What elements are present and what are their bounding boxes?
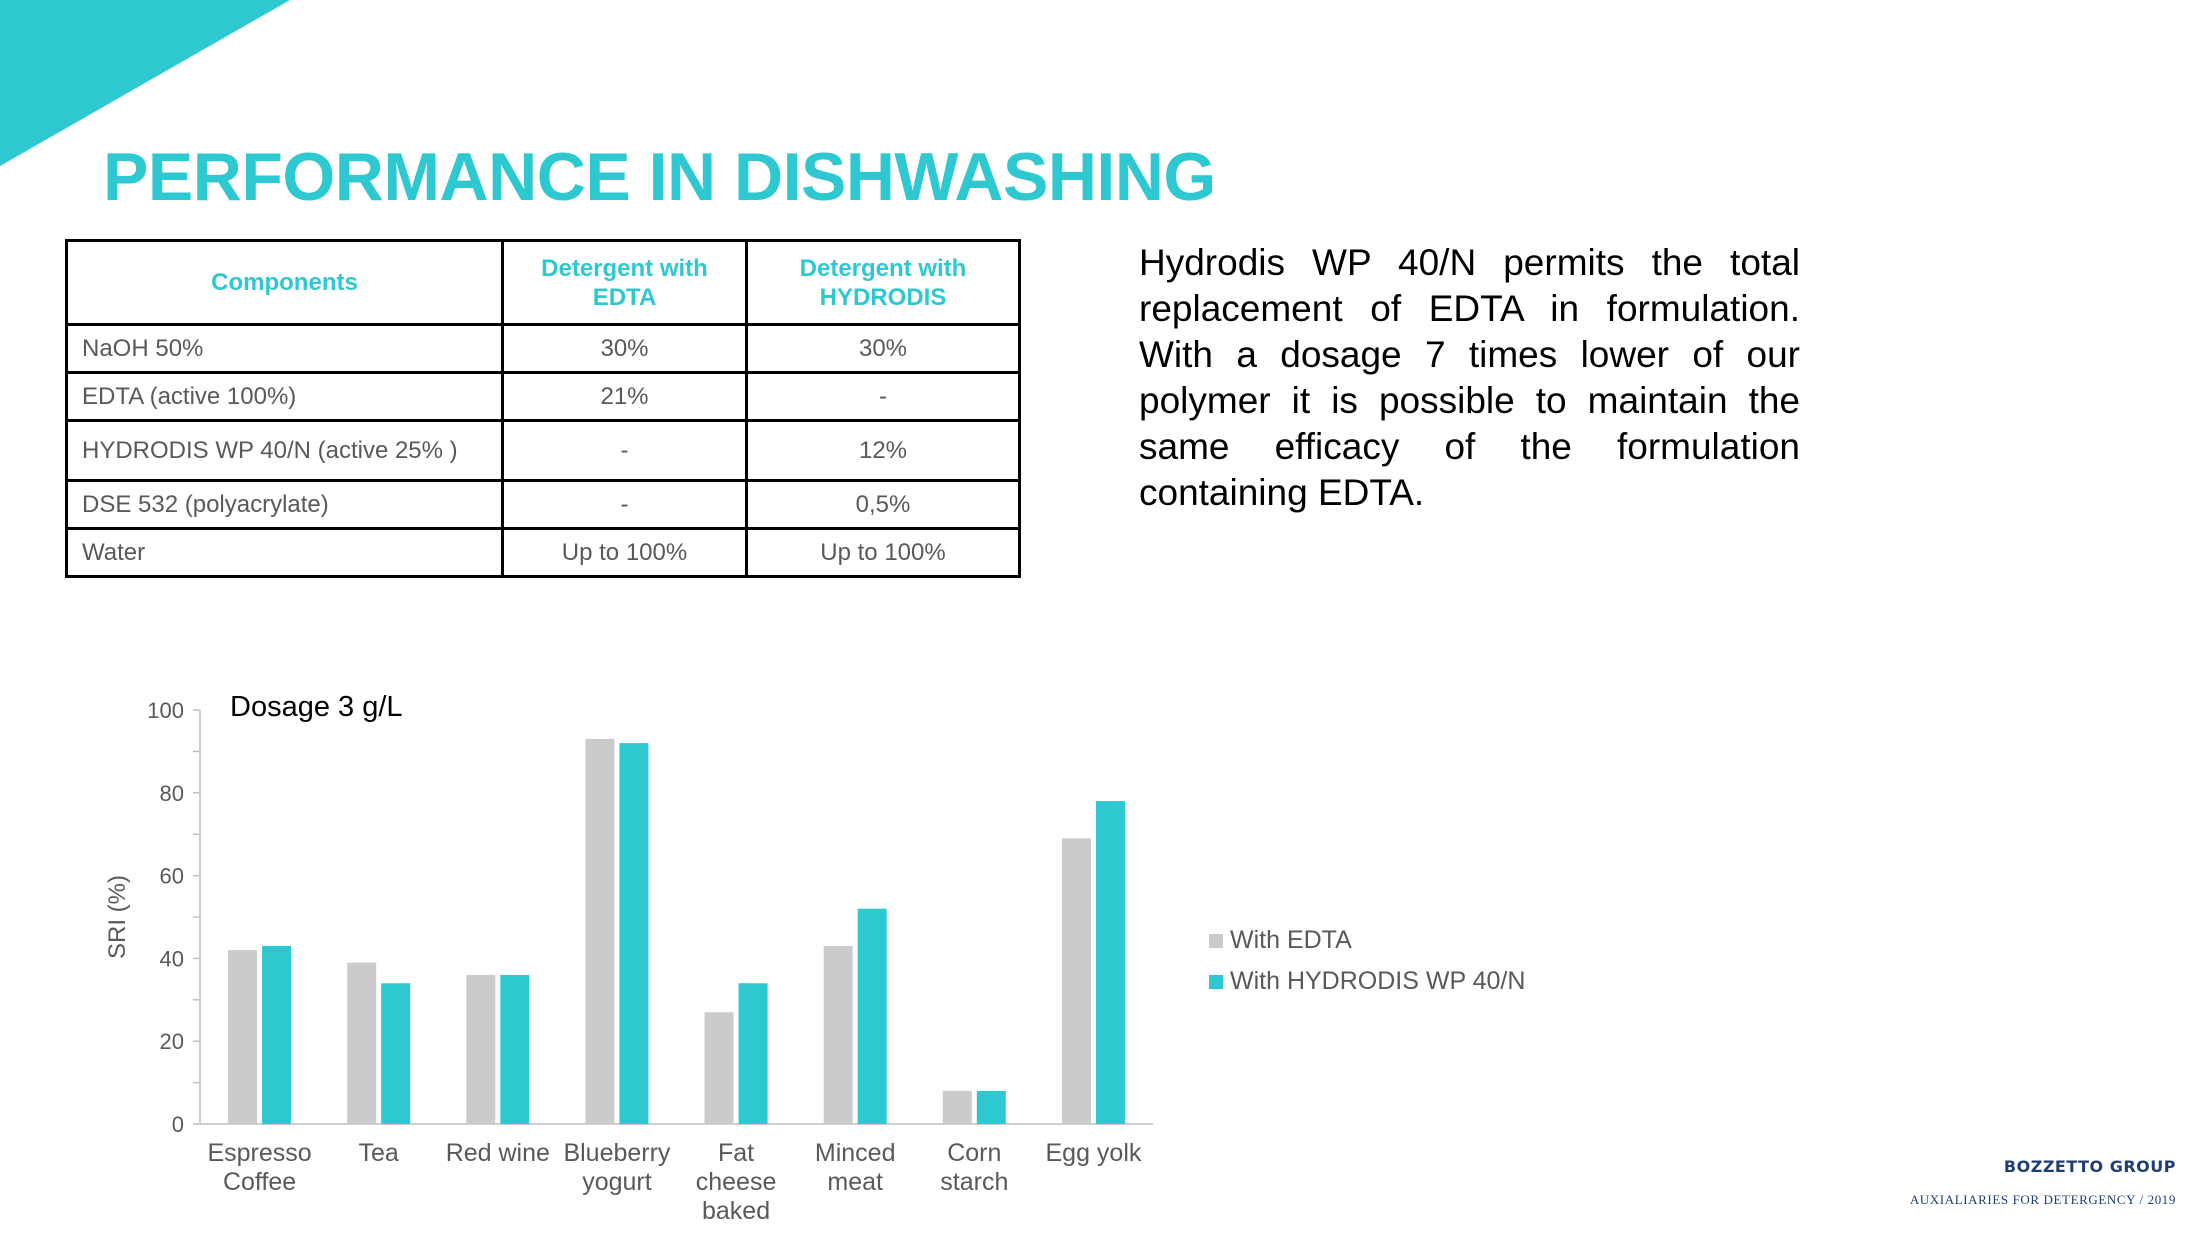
legend-label-hydrodis: With HYDRODIS WP 40/N: [1230, 967, 1526, 995]
x-tick-label: Egg yolk: [1045, 1139, 1141, 1167]
y-tick-label: 60: [160, 864, 184, 889]
page-title: PERFORMANCE IN DISHWASHING: [103, 139, 1216, 215]
bar-with-hydrodis: [381, 983, 411, 1124]
table-cell-hydrodis: 30%: [745, 323, 1021, 374]
x-tick-label: Red wine: [446, 1139, 550, 1167]
legend-label-edta: With EDTA: [1230, 926, 1352, 954]
bar-with-edta: [347, 962, 377, 1124]
table-cell-hydrodis: -: [745, 371, 1021, 422]
y-tick-label: 0: [172, 1112, 184, 1137]
bar-with-edta: [228, 950, 258, 1124]
table-row: HYDRODIS WP 40/N (active 25% ) - 12%: [65, 419, 1021, 482]
y-tick-label: 100: [147, 698, 184, 723]
bar-with-edta: [1061, 838, 1091, 1124]
legend-swatch-edta: [1209, 933, 1223, 948]
x-tick-label: Fat cheese baked: [696, 1139, 777, 1225]
table-row: NaOH 50% 30% 30%: [65, 323, 1021, 374]
table-cell-edta: -: [501, 479, 748, 530]
x-tick-label: Blueberry yogurt: [563, 1139, 670, 1196]
chart-legend: With EDTA With HYDRODIS WP 40/N: [1209, 920, 1525, 1002]
description-text: Hydrodis WP 40/N permits the total repla…: [1139, 242, 1800, 513]
x-tick-label: Minced meat: [815, 1139, 896, 1196]
table-cell-edta: -: [501, 419, 748, 482]
table-cell-edta: 21%: [501, 371, 748, 422]
table-cell-edta: 30%: [501, 323, 748, 374]
x-tick-label: Tea: [359, 1139, 399, 1167]
bar-with-edta: [466, 974, 496, 1124]
corner-accent-triangle: [0, 0, 290, 166]
legend-item-hydrodis: With HYDRODIS WP 40/N: [1209, 961, 1525, 1002]
y-tick-label: 20: [160, 1029, 184, 1054]
bar-with-edta: [942, 1090, 972, 1124]
legend-item-edta: With EDTA: [1209, 920, 1525, 961]
legend-swatch-hydrodis: [1209, 974, 1223, 989]
table-cell-hydrodis: 12%: [745, 419, 1021, 482]
bar-with-hydrodis: [500, 974, 530, 1124]
components-table: Components Detergent with EDTA Detergent…: [65, 239, 1021, 578]
table-cell-component: EDTA (active 100%): [65, 371, 504, 422]
table-cell-hydrodis: Up to 100%: [745, 527, 1021, 578]
table-cell-hydrodis: 0,5%: [745, 479, 1021, 530]
table-row: EDTA (active 100%) 21% -: [65, 371, 1021, 422]
bar-with-hydrodis: [738, 983, 768, 1124]
table-cell-component: NaOH 50%: [65, 323, 504, 374]
table-row: Water Up to 100% Up to 100%: [65, 527, 1021, 578]
bar-with-edta: [823, 945, 853, 1124]
bar-with-hydrodis: [857, 908, 887, 1124]
bar-with-hydrodis: [1095, 801, 1125, 1124]
table-header-row: Components Detergent with EDTA Detergent…: [65, 239, 1021, 326]
y-axis-label: SRI (%): [104, 875, 131, 959]
table-header-edta: Detergent with EDTA: [501, 239, 748, 326]
x-tick-label: Espresso Coffee: [207, 1139, 311, 1196]
table-cell-component: Water: [65, 527, 504, 578]
sri-bar-chart: 0 20 40 60 80 100 SRI (%) Dosage 3 g/L Espresso C…: [104, 691, 1153, 1225]
bar-with-edta: [704, 1012, 734, 1124]
chart-title: Dosage 3 g/L: [230, 691, 403, 723]
bar-with-edta: [585, 738, 615, 1124]
brand-logo: BOZZETTO GROUP: [2003, 1157, 2176, 1176]
table-header-hydrodis: Detergent with HYDRODIS: [745, 239, 1021, 326]
table-cell-edta: Up to 100%: [501, 527, 748, 578]
x-tick-label: Corn starch: [940, 1139, 1008, 1196]
brand-tagline: AUXIALIARIES FOR DETERGENCY / 2019: [1909, 1192, 2176, 1207]
y-tick-label: 40: [160, 946, 184, 971]
bar-with-hydrodis: [619, 743, 649, 1124]
table-cell-component: HYDRODIS WP 40/N (active 25% ): [65, 419, 504, 482]
table-header-components: Components: [65, 239, 504, 326]
table-cell-component: DSE 532 (polyacrylate): [65, 479, 504, 530]
y-tick-label: 80: [160, 781, 184, 806]
table-row: DSE 532 (polyacrylate) - 0,5%: [65, 479, 1021, 530]
bar-with-hydrodis: [976, 1090, 1006, 1124]
bar-with-hydrodis: [262, 945, 292, 1124]
